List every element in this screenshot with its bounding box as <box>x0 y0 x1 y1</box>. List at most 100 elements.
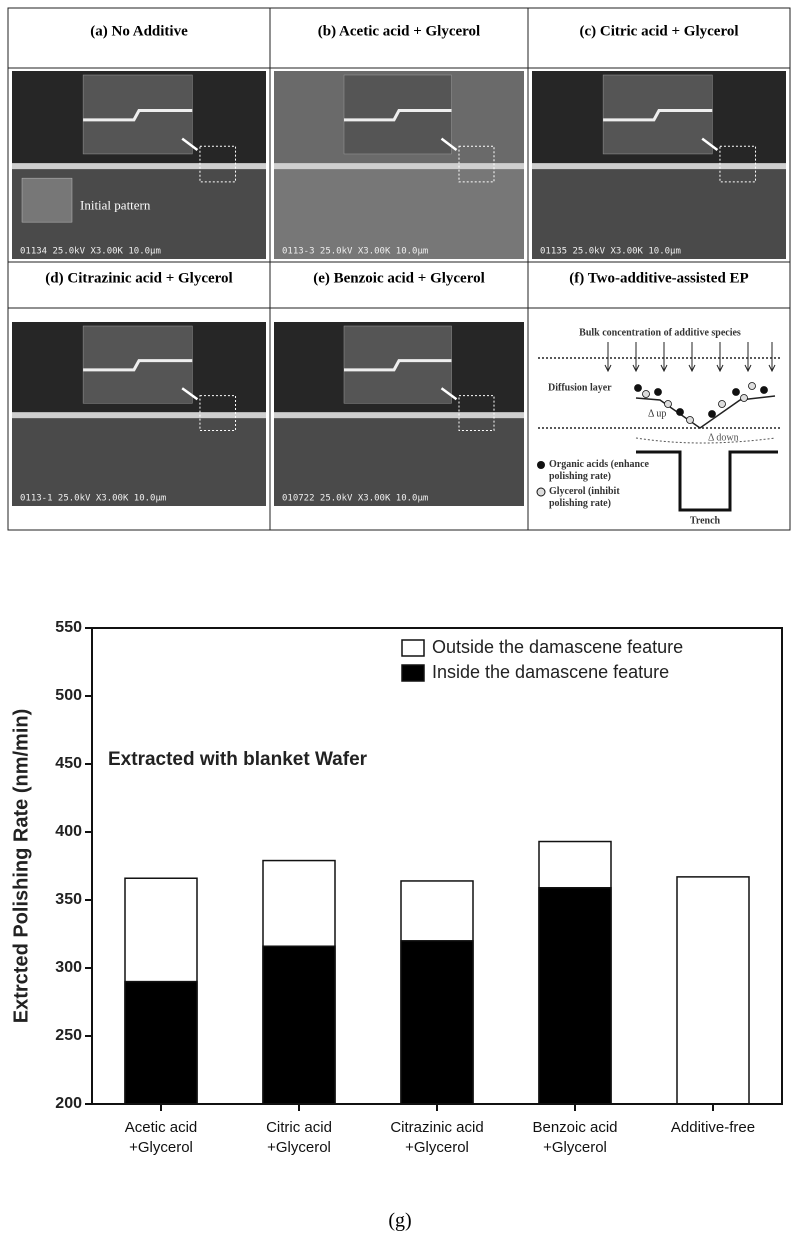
sem-film <box>12 163 266 170</box>
sem-film <box>274 163 524 170</box>
bar <box>400 940 474 1105</box>
diagram-surface <box>635 437 776 444</box>
diagram-arrow <box>660 342 668 373</box>
diagram-trench <box>636 450 778 512</box>
sem-substrate <box>532 168 786 259</box>
diagram-down: Δ down <box>708 432 739 443</box>
diagram-particle <box>676 408 684 416</box>
diagram-particle <box>740 394 748 402</box>
sem-image: 0113-1 25.0kV X3.00K 10.0µm <box>12 322 266 506</box>
panel-label: (c) Citric acid + Glycerol <box>579 23 738 39</box>
x-tick-label: Additive-free <box>670 1119 756 1136</box>
diagram-particle <box>634 384 642 392</box>
y-tick-label: 250 <box>55 1027 82 1044</box>
sem-note: Initial pattern <box>80 197 151 212</box>
legend-swatch <box>401 639 425 657</box>
sem-zoom-box <box>719 145 757 183</box>
y-tick-label: 200 <box>55 1095 82 1112</box>
y-tick-label: 450 <box>55 755 82 772</box>
x-tick-label: Acetic acid +Glycerol <box>124 1119 198 1156</box>
diagram-layer: Diffusion layer <box>548 382 612 393</box>
x-tick-label: Citric acid +Glycerol <box>266 1119 332 1156</box>
diagram-key-organic <box>537 461 545 469</box>
sem-arrow <box>181 137 199 151</box>
x-tick-label: Benzoic acid +Glycerol <box>532 1119 618 1156</box>
sem-zoom-box <box>458 145 495 183</box>
table-border <box>7 7 791 531</box>
sem-image: 01134 25.0kV X3.00K 10.0µm Initial patter… <box>12 71 266 259</box>
sem-scale-text: 010722 25.0kV X3.00K 10.0µm <box>282 494 428 504</box>
y-tick-label: 350 <box>55 891 82 908</box>
legend-label: Inside the damascene feature <box>432 662 669 682</box>
diagram-glycerol: Glycerol (inhibit polishing rate) <box>549 486 620 509</box>
y-tick-label: 300 <box>55 959 82 976</box>
sem-substrate <box>12 417 266 506</box>
diagram-particle <box>654 388 662 396</box>
diagram-bulk: Bulk concentration of additive species <box>579 327 741 338</box>
panel-label: (e) Benzoic acid + Glycerol <box>313 270 485 286</box>
sem-arrow <box>440 137 458 151</box>
diagram-arrow <box>632 342 640 373</box>
diagram-particle <box>760 386 768 394</box>
sem-film <box>274 412 524 419</box>
diagram-arrow <box>716 342 724 373</box>
diagram-particle <box>718 400 726 408</box>
caption: (g) <box>388 1210 411 1232</box>
sem-image: 0113-3 25.0kV X3.00K 10.0µm <box>274 71 524 259</box>
diagram-particle <box>732 388 740 396</box>
sem-zoom-box <box>458 395 495 432</box>
bar <box>262 945 336 1105</box>
y-tick-label: 400 <box>55 823 82 840</box>
diagram-arrow <box>744 342 752 373</box>
sem-inset-step <box>83 108 193 122</box>
sem-zoom-box <box>199 145 237 183</box>
sem-scale-text: 01135 25.0kV X3.00K 10.0µm <box>540 247 681 257</box>
sem-scale-text: 0113-1 25.0kV X3.00K 10.0µm <box>20 494 166 504</box>
sem-inset-step <box>603 108 713 122</box>
panel-label: (b) Acetic acid + Glycerol <box>318 23 480 39</box>
diagram-arrow <box>604 342 612 373</box>
x-tick-label: Citrazinic acid +Glycerol <box>390 1119 484 1156</box>
panel-label: (d) Citrazinic acid + Glycerol <box>45 270 232 286</box>
sem-inset-step <box>344 108 452 122</box>
diagram-up: Δ up <box>648 408 666 419</box>
plot-frame <box>91 627 783 1105</box>
y-tick-label: 550 <box>55 619 82 636</box>
diagram-particle <box>686 416 694 424</box>
diagram-particle <box>748 382 756 390</box>
diagram-particle <box>664 400 672 408</box>
sem-substrate <box>274 417 524 506</box>
diagram-arrow <box>688 342 696 373</box>
sem-arrow <box>181 387 199 401</box>
sem-inset-step <box>83 359 193 372</box>
sem-inset-step <box>344 359 452 372</box>
sem-film <box>532 163 786 170</box>
diagram-profile <box>635 395 776 429</box>
bar <box>124 980 198 1105</box>
annotation: Extracted with blanket Wafer <box>108 749 368 770</box>
sem-image: 01135 25.0kV X3.00K 10.0µm <box>532 71 786 259</box>
diagram-key-glycerol <box>536 487 546 497</box>
panel-label: (f) Two-additive-assisted EP <box>569 270 748 286</box>
bar <box>538 887 612 1105</box>
diagram-particle <box>642 390 650 398</box>
sem-scale-text: 0113-3 25.0kV X3.00K 10.0µm <box>282 247 428 257</box>
sem-substrate <box>274 168 524 259</box>
mechanism-diagram: Bulk concentration of additive species Di… <box>536 327 780 526</box>
sem-film <box>12 412 266 419</box>
sem-scale-text: 01134 25.0kV X3.00K 10.0µm <box>20 247 161 257</box>
legend-swatch <box>401 664 425 682</box>
sem-image: 010722 25.0kV X3.00K 10.0µm <box>274 322 524 506</box>
bar <box>676 876 750 1105</box>
legend-label: Outside the damascene feature <box>432 637 683 657</box>
sem-arrow <box>440 387 458 401</box>
sem-zoom-box <box>199 395 237 432</box>
y-axis-label: Extrcted Polishing Rate (nm/min) <box>10 709 32 1023</box>
diagram-particle <box>708 410 716 418</box>
diagram-trench-label: Trench <box>690 515 721 526</box>
sem-initial-inset <box>21 177 73 223</box>
sem-arrow <box>701 137 719 151</box>
diagram-organic: Organic acids (enhance polishing rate) <box>549 459 649 482</box>
